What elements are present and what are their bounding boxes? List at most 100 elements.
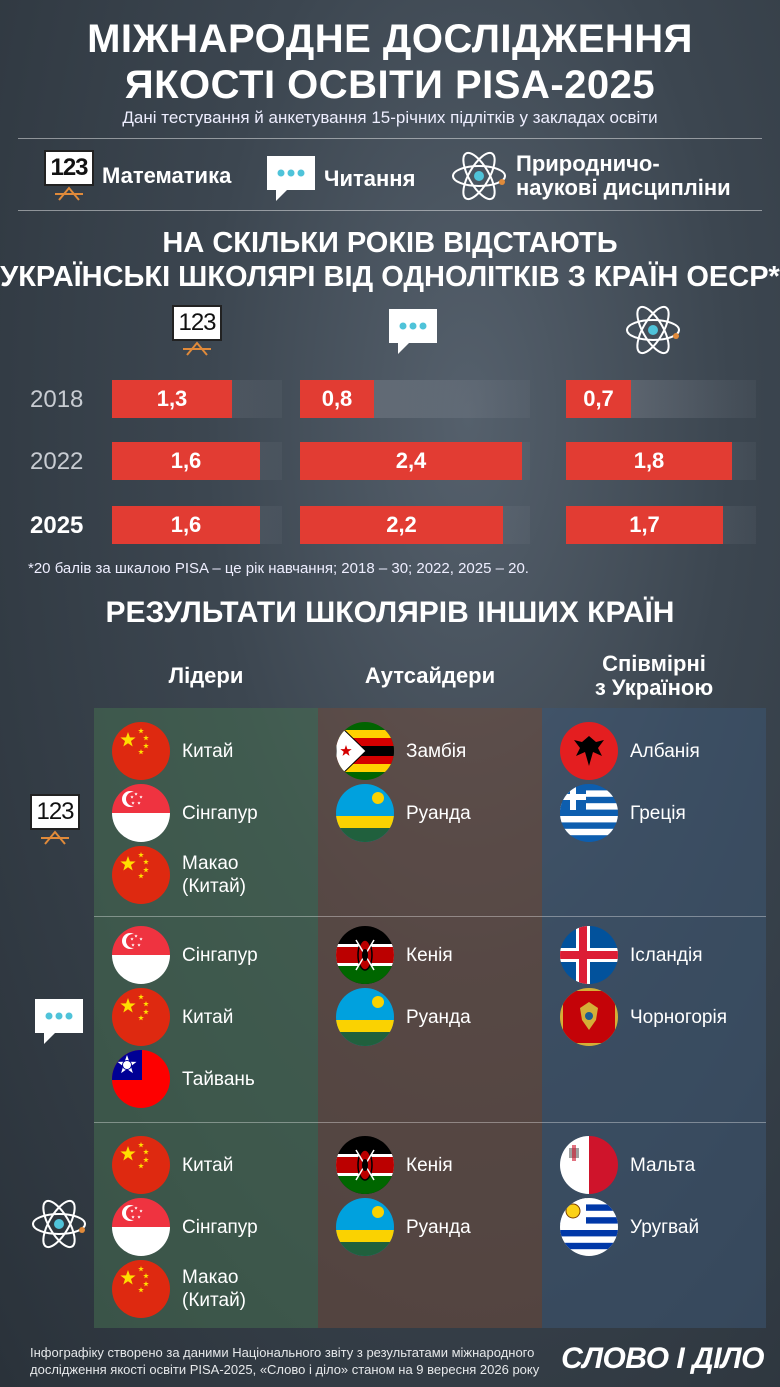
group-separator [94,1122,766,1123]
group-separator [94,916,766,917]
calculator-icon-text: 123 [172,305,222,341]
year-label-2022: 2022 [30,448,84,475]
country-name: Китай [182,740,234,762]
flag-zimbabwe-icon [336,722,394,780]
chart-math-icon: 123 [172,305,222,357]
country-name: Сінгапур [182,944,258,966]
flag-china-icon [112,846,170,904]
calculator-icon: 123 [44,150,94,202]
bar-2-2022: 1,8 [566,442,732,480]
group-calculator-icon: 123 [30,794,80,846]
divider [18,210,762,211]
country-china: Китай [112,722,233,780]
chart-title-line-1: НА СКІЛЬКИ РОКІВ ВІДСТАЮТЬ [162,227,618,259]
country-name: Руанда [406,1006,471,1028]
country-montenegro: Чорногорія [560,988,727,1046]
legend-math: 123 Математика [44,150,231,202]
results-grid: 123 Китай Сінгапур Макао (Китай) Замбія Руанда… [30,722,727,1318]
title-line-1: Міжнародне дослідження [87,17,693,61]
country-singapore: Сінгапур [112,1198,258,1256]
country-name: Замбія [406,740,467,762]
country-greece: Греція [560,784,686,842]
country-rwanda: Руанда [336,988,471,1046]
country-china: Китай [112,1136,233,1194]
country-rwanda: Руанда [336,1198,471,1256]
flag-china-icon [112,1260,170,1318]
flag-rwanda-icon [336,988,394,1046]
footer-line-1: Інфографіку створено за даними Національ… [30,1345,535,1360]
bar-1-2025: 2,2 [300,506,503,544]
column-header-leaders-label: Лідери [168,663,244,688]
flag-singapore-icon [112,926,170,984]
column-header-comparable-label-1: Співмірні [602,651,706,676]
country-rwanda: Руанда [336,784,471,842]
group-speech-bubble-icon [34,998,84,1051]
footnote: *20 балів за шкалою PISA – це рік навчан… [28,560,529,577]
logo: СЛОВО І ДІЛО [561,1342,764,1375]
results-title: РЕЗУЛЬТАТИ ШКОЛЯРІВ ІНШИХ КРАЇН [105,596,675,629]
country-name: Сінгапур [182,1216,258,1238]
flag-albania-icon [560,722,618,780]
chart-title-line-2: УКРАЇНСЬКІ ШКОЛЯРІ ВІД ОДНОЛІТКІВ З КРАЇ… [0,261,780,293]
flag-kenya-icon [336,926,394,984]
calculator-icon-text: 123 [30,794,80,830]
bar-0-2022: 1,6 [112,442,260,480]
flag-iceland-icon [560,926,618,984]
column-header-comparable: Співмірні з Україною [542,644,766,708]
country-malta: Мальта [560,1136,695,1194]
divider [18,138,762,139]
flag-rwanda-icon [336,1198,394,1256]
country-name: Макао (Китай) [182,853,247,897]
bar-chart: 2018 1,3 0,8 0,7 2022 1,6 2,4 1,8 2025 1,6 2,2 1,7 [0,0,780,560]
country-uruguay: Уругвай [560,1198,699,1256]
country-iceland: Ісландія [560,926,703,984]
bar-2-2018: 0,7 [566,380,631,418]
country-name: Греція [630,802,686,824]
flag-malta-icon [560,1136,618,1194]
column-header-comparable-label-2: з Україною [594,675,714,700]
country-name: Китай [182,1154,234,1176]
country-name: Руанда [406,802,471,824]
country-kenya: Кенія [336,926,453,984]
bar-1-2022: 2,4 [300,442,522,480]
bar-1-2018: 0,8 [300,380,374,418]
bar-2-2025: 1,7 [566,506,723,544]
country-name: Уругвай [630,1216,700,1238]
chart-reading-icon [389,309,437,354]
country-china: Китай [112,988,233,1046]
country-name: Кенія [406,944,453,966]
page-title: Міжнародне дослідження якості освіти PIS… [0,16,780,108]
flag-singapore-icon [112,784,170,842]
country-zimbabwe: Замбія [336,722,466,780]
country-name: Руанда [406,1216,471,1238]
speech-bubble-icon [267,156,315,201]
chart-science-icon [626,305,680,355]
country-albania: Албанія [560,722,700,780]
title-line-2: якості освіти PISA-2025 [124,63,656,107]
flag-china-icon [112,1136,170,1194]
country-name: Тайвань [182,1068,255,1090]
footer: Інфографіку створено за даними Національ… [30,1344,539,1378]
flag-singapore-icon [112,1198,170,1256]
country-china: Макао (Китай) [112,846,246,904]
legend-science-label-2: наукові дисципліни [516,175,731,200]
column-header-outsiders-label: Аутсайдери [364,663,496,688]
country-name: Ісландія [630,944,703,966]
legend-reading-label: Читання [324,166,416,191]
country-name: Албанія [630,740,700,762]
legend-reading: Читання [266,155,415,203]
country-singapore: Сінгапур [112,926,258,984]
footer-line-2: дослідження якості освіти PISA-2025, «Сл… [30,1362,540,1377]
country-name: Кенія [406,1154,453,1176]
bar-0-2018: 1,3 [112,380,232,418]
flag-taiwan-icon [112,1050,170,1108]
column-header-leaders: Лідери [94,644,318,708]
chart-title: НА СКІЛЬКИ РОКІВ ВІДСТАЮТЬ УКРАЇНСЬКІ ШК… [0,226,780,294]
year-label-2018: 2018 [30,386,84,413]
calculator-icon-text: 123 [44,150,94,186]
flag-uruguay-icon [560,1198,618,1256]
flag-rwanda-icon [336,784,394,842]
legend-math-label: Математика [102,163,232,188]
flag-china-icon [112,722,170,780]
year-label-2025: 2025 [30,512,84,539]
